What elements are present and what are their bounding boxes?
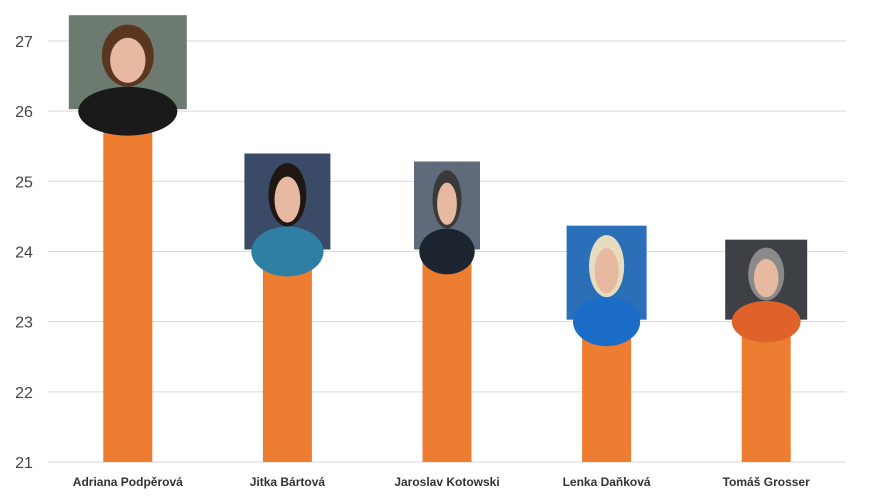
y-tick-label: 23 [15,315,33,332]
portrait-photo [725,239,808,343]
y-tick-label: 24 [15,245,33,262]
bar [741,321,791,462]
portrait-photo [68,15,187,136]
x-category-label: Jitka Bártová [250,475,326,489]
y-tick-label: 27 [15,34,33,51]
bar [103,111,153,463]
y-tick-label: 25 [15,174,33,191]
y-tick-label: 22 [15,385,33,402]
x-axis-category-labels: Adriana Podpěrová Jitka Bártová Jaroslav K… [73,475,810,489]
portrait-photo [566,225,647,347]
x-category-label: Adriana Podpěrová [73,475,183,489]
x-category-label: Lenka Daňková [563,475,651,489]
y-tick-label: 26 [15,104,33,121]
portrait-photo [414,161,480,275]
x-category-label: Tomáš Grosser [723,475,810,489]
bars [103,111,791,463]
candidate-photos [68,15,808,347]
bar [262,251,312,462]
bar [422,251,472,462]
x-category-label: Jaroslav Kotowski [394,475,499,489]
portrait-photo [244,153,331,277]
y-tick-label: 21 [15,455,33,472]
y-axis-tick-labels: 21 22 23 24 25 26 27 [15,34,33,472]
